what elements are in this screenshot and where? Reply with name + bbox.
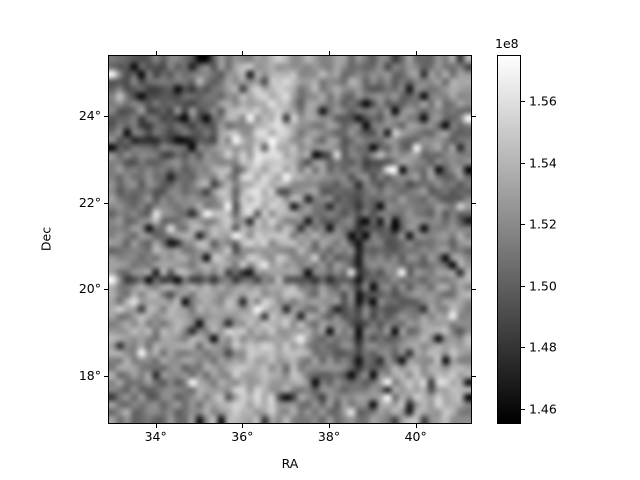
x-tick-label: 34° [144, 429, 167, 444]
y-tick-mark [104, 115, 108, 117]
colorbar[interactable] [497, 55, 521, 424]
colorbar-tick-label: 1.52 [529, 216, 557, 232]
colorbar-tick-mark [521, 162, 525, 164]
x-tick-label: 36° [231, 429, 254, 444]
colorbar-tick-label: 1.46 [529, 401, 557, 417]
x-tick-mark [329, 424, 330, 428]
x-tick-mark-top [155, 51, 157, 55]
colorbar-tick-mark [521, 101, 525, 103]
colorbar-tick-label: 1.48 [529, 339, 557, 355]
y-tick-label: 24° [78, 107, 101, 123]
x-axis-label: RA [281, 456, 299, 471]
y-tick-label: 20° [78, 281, 101, 297]
y-tick-mark [104, 289, 108, 291]
y-tick-mark-right [472, 289, 476, 291]
y-tick-label: 22° [78, 194, 101, 210]
y-tick-mark [104, 202, 108, 204]
colorbar-tick-mark [521, 347, 525, 349]
heatmap-image [109, 56, 471, 423]
x-tick-mark-top [415, 51, 417, 55]
colorbar-tick-label: 1.56 [529, 93, 557, 109]
colorbar-tick-label: 1.54 [529, 155, 557, 171]
y-axis-label: Dec [38, 226, 54, 252]
x-tick-mark [155, 424, 157, 428]
x-tick-mark [415, 424, 417, 428]
x-tick-label: 38° [317, 429, 341, 444]
colorbar-tick-label: 1.50 [529, 278, 557, 294]
x-tick-mark [242, 424, 244, 428]
sky-map-axes[interactable] [108, 55, 472, 424]
x-tick-mark-top [329, 51, 330, 55]
y-tick-label: 18° [78, 367, 101, 383]
y-tick-mark [104, 376, 108, 378]
colorbar-tick-mark [521, 408, 525, 410]
colorbar-tick-mark [521, 224, 525, 226]
x-tick-mark-top [242, 51, 244, 55]
colorbar-offset-text: 1e8 [495, 36, 519, 51]
x-tick-label: 40° [404, 429, 427, 444]
y-tick-mark-right [472, 376, 476, 378]
y-tick-mark-right [472, 202, 476, 204]
y-tick-mark-right [472, 115, 476, 117]
colorbar-tick-mark [521, 285, 525, 287]
